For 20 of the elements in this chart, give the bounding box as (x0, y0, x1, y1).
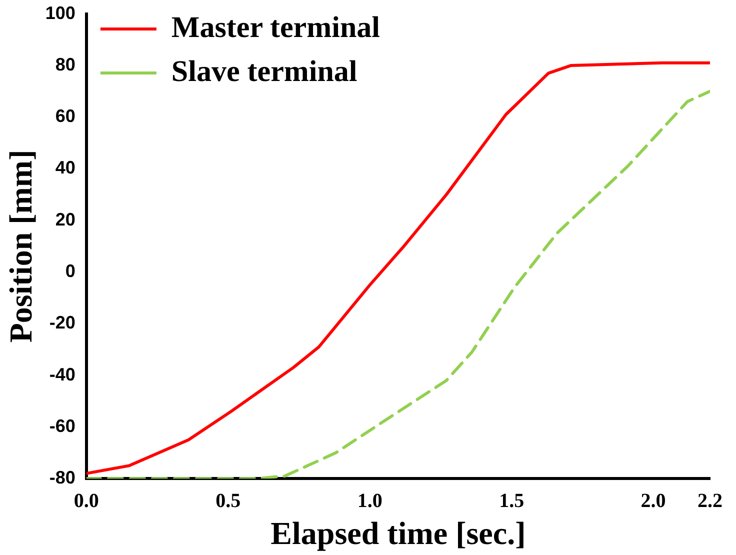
y-tick-label: 0 (65, 260, 76, 281)
y-axis-title: Position [mm] (2, 150, 38, 343)
x-tick-label: 2.2 (698, 490, 722, 512)
x-tick-label: 2.0 (640, 490, 666, 512)
y-tick-label: 80 (55, 54, 76, 74)
x-tick-label: 1.5 (499, 490, 524, 512)
x-tick-label: 0.0 (74, 490, 99, 512)
x-tick-label: 1.0 (357, 490, 382, 512)
x-axis-title: Elapsed time [sec.] (270, 515, 526, 552)
y-tick-label: 20 (55, 209, 76, 230)
legend-label: Slave terminal (171, 54, 358, 88)
y-tick-label: 60 (55, 106, 76, 126)
legend-label: Master terminal (171, 10, 380, 44)
y-tick-label: 100 (45, 2, 76, 23)
y-tick-label: -20 (49, 312, 76, 333)
y-tick-label: -40 (49, 364, 76, 384)
y-tick-label: 40 (55, 158, 76, 178)
y-tick-label: -80 (49, 468, 76, 488)
x-tick-label: 0.5 (216, 490, 241, 512)
y-tick-label: -60 (49, 416, 76, 436)
